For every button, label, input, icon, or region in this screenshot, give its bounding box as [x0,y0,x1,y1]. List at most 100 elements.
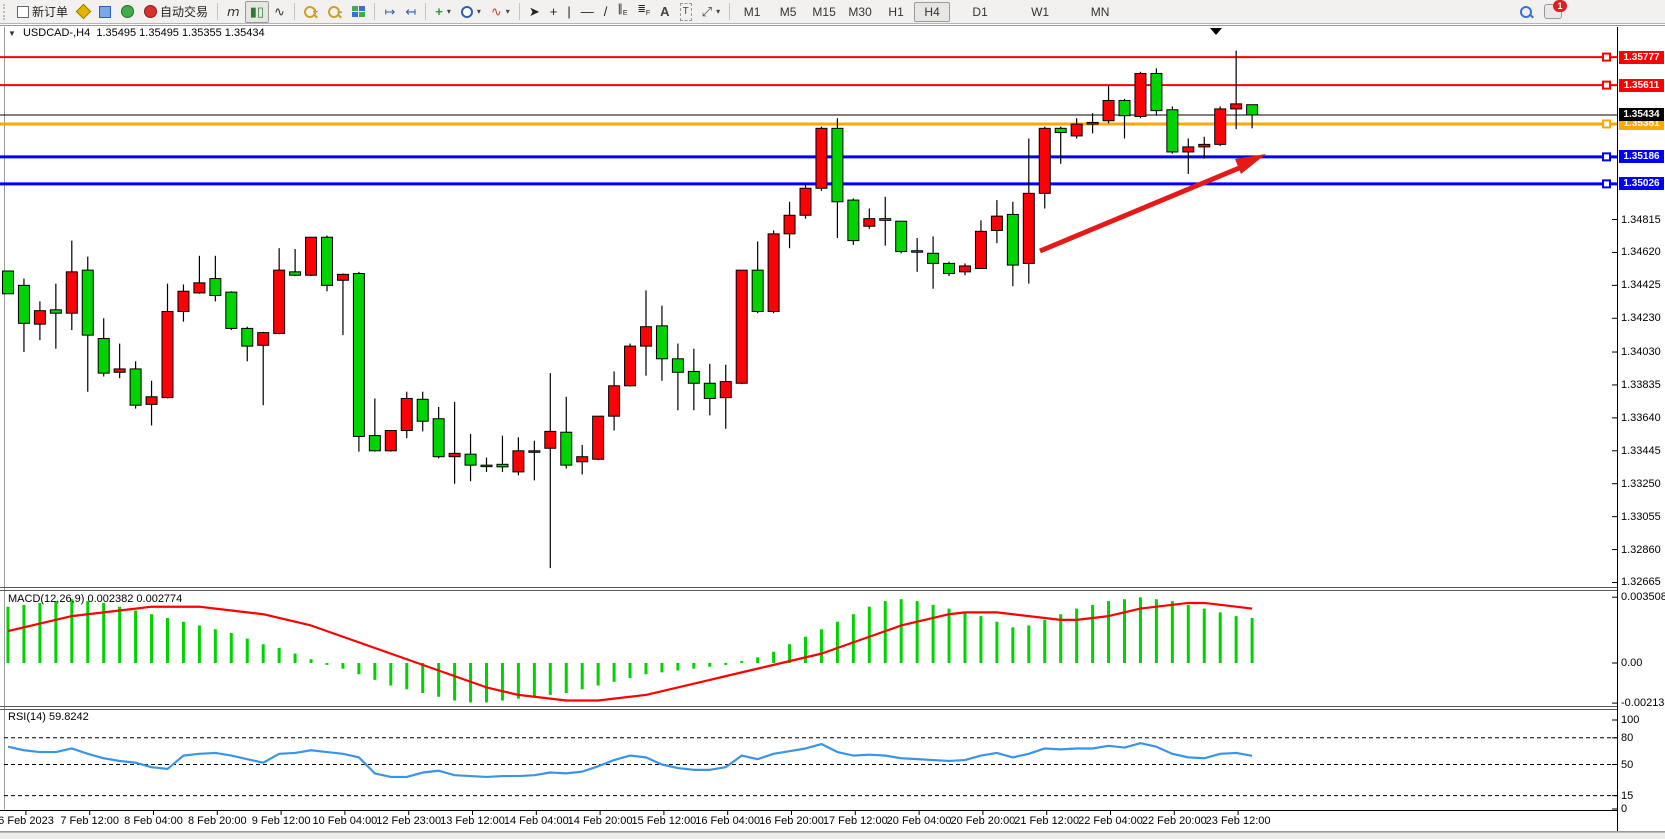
line-chart-icon[interactable]: ∿ [274,3,285,19]
candle-body[interactable] [719,381,732,399]
candle-body[interactable] [65,271,78,314]
market-watch-icon[interactable] [73,1,94,23]
level-anchor-1.35381[interactable] [1602,119,1611,129]
candle-body[interactable] [368,435,381,452]
candle-body[interactable] [974,230,987,269]
candle-body[interactable] [943,262,956,275]
auto-trading-button[interactable]: 自动交易 [139,1,213,23]
candle-body[interactable] [305,236,318,276]
search-icon[interactable] [1520,5,1534,18]
tile-windows-icon[interactable] [347,1,370,23]
arrows-dropdown[interactable]: ⤢ ▾ [701,3,721,19]
scroll-to-end-icon[interactable] [1210,28,1222,35]
candle-body[interactable] [145,396,158,405]
candle-body[interactable] [1070,123,1083,137]
candle-body[interactable] [799,187,812,216]
candle-body[interactable] [592,415,605,460]
fibonacci-icon[interactable]: ≣F [637,3,651,17]
candle-body[interactable] [655,325,668,360]
candle-body[interactable] [576,456,589,463]
candle-body[interactable] [560,431,573,466]
candle-body[interactable] [767,233,780,313]
data-window-icon[interactable] [94,1,116,23]
candle-body[interactable] [783,214,796,235]
candle-body[interactable] [1118,99,1131,117]
candle-body[interactable] [608,385,621,417]
candle-body[interactable] [289,271,302,276]
candle-body[interactable] [911,250,924,253]
timeframe-M30[interactable]: M30 [848,4,872,19]
candle-body[interactable] [432,418,445,458]
candle-body[interactable] [671,358,684,373]
cursor-icon[interactable]: ➤ [528,3,540,19]
horizontal-line-icon[interactable]: — [580,3,594,19]
candle-body[interactable] [193,282,206,294]
candle-body[interactable] [831,127,844,203]
candle-body[interactable] [113,368,126,373]
new-order-button[interactable]: 新订单 [12,1,73,23]
chat-icon[interactable]: 1 [1544,0,1567,19]
candlestick-chart-icon[interactable]: ▮▯ [244,0,270,23]
level-anchor-1.35186[interactable] [1602,152,1611,162]
crosshair-icon[interactable]: + [549,3,558,19]
vertical-line-icon[interactable]: | [567,3,571,19]
new-chart-dropdown[interactable]: + ▾ [435,3,451,19]
candle-body[interactable] [416,398,429,422]
chart-plot[interactable] [0,24,1665,832]
candle-body[interactable] [209,278,222,296]
candle-body[interactable] [1038,127,1051,194]
candle-body[interactable] [815,127,828,189]
candle-body[interactable] [687,370,700,384]
candle-body[interactable] [512,450,525,473]
level-anchor-1.35611[interactable] [1602,80,1611,90]
candle-body[interactable] [464,453,477,466]
candle-body[interactable] [480,464,493,468]
timeframe-M5[interactable]: M5 [779,4,797,19]
candle-body[interactable] [448,452,461,458]
candle-body[interactable] [49,309,62,314]
candle-body[interactable] [97,338,110,374]
navigator-icon[interactable] [116,1,139,23]
candle-body[interactable] [528,450,541,453]
candle-body[interactable] [1182,146,1195,153]
candle-body[interactable] [1022,192,1035,264]
auto-scroll-icon[interactable]: ↦ [384,3,396,19]
candle-body[interactable] [1246,104,1259,116]
candle-body[interactable] [129,368,142,406]
candle-body[interactable] [1054,127,1067,134]
candle-body[interactable] [241,327,254,347]
equidistant-channel-icon[interactable]: ∥E [617,2,628,18]
zoom-out-icon[interactable]: − [323,1,347,23]
candle-body[interactable] [1006,213,1019,266]
candle-body[interactable] [990,215,1003,231]
candle-body[interactable] [640,326,652,347]
candle-body[interactable] [225,291,238,329]
candle-body[interactable] [2,270,14,295]
candle-body[interactable] [273,269,286,334]
candle-body[interactable] [1198,143,1211,148]
indicators-dropdown[interactable]: ∿ ▾ [490,3,510,19]
candle-body[interactable] [257,332,270,346]
level-anchor-1.35777[interactable] [1602,52,1611,62]
timeframe-H1[interactable]: H1 [888,4,904,19]
candle-body[interactable] [1230,103,1243,110]
candle-body[interactable] [1102,99,1115,122]
candle-body[interactable] [959,265,971,273]
candle-body[interactable] [1134,72,1147,118]
level-anchor-1.35026[interactable] [1602,179,1611,189]
candle-body[interactable] [1166,109,1179,153]
text-icon[interactable]: A [660,3,670,19]
candle-body[interactable] [895,220,908,253]
candle-body[interactable] [1214,108,1227,145]
candle-body[interactable] [321,236,333,286]
chart-shift-icon[interactable]: ↤ [405,3,417,19]
candle-body[interactable] [161,311,174,399]
chart-window[interactable]: ▼ USDCAD-,H4 1.35495 1.35495 1.35355 1.3… [0,24,1665,832]
timeframe-M15[interactable]: M15 [812,4,836,19]
candle-body[interactable] [751,269,764,313]
candle-body[interactable] [927,252,940,264]
candle-body[interactable] [879,218,892,221]
candle-body[interactable] [847,199,860,242]
period-dropdown[interactable]: ▾ [456,1,486,23]
candle-body[interactable] [177,290,190,313]
